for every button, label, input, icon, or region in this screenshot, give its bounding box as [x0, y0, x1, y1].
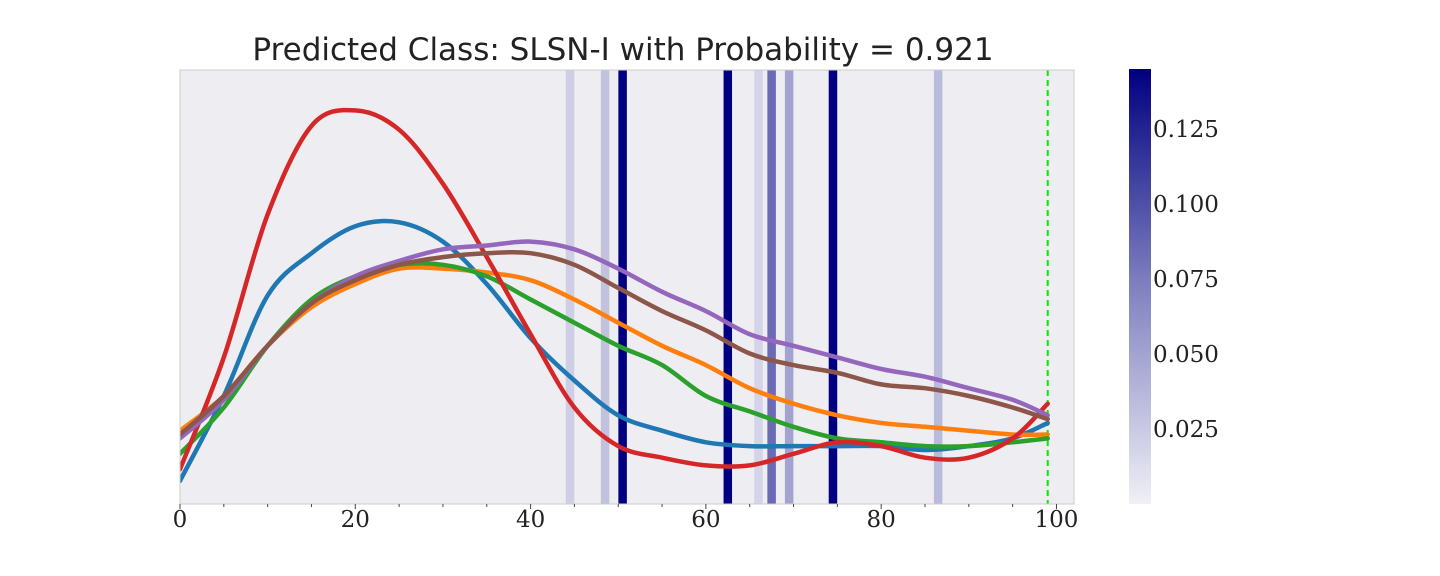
x-tick-label: 60	[691, 507, 720, 533]
colorbar-tick-label: 0.025	[1153, 417, 1219, 443]
colorbar-tick-label: 0.100	[1153, 192, 1219, 218]
attention-band	[618, 70, 627, 504]
colorbar-tick-label: 0.075	[1153, 267, 1219, 293]
attention-band	[600, 70, 610, 504]
attention-band	[754, 70, 763, 504]
attention-band	[933, 70, 943, 504]
colorbar-tick-label: 0.125	[1153, 117, 1219, 143]
attention-band	[828, 70, 838, 504]
series-line-3	[180, 261, 1050, 457]
attention-band	[767, 70, 776, 504]
plot-frame	[179, 69, 1075, 505]
chart-title: Predicted Class: SLSN-I with Probability…	[252, 32, 993, 68]
attention-bands	[565, 70, 943, 504]
attention-band	[784, 70, 794, 504]
colorbar	[1129, 69, 1151, 504]
x-tick-label: 0	[173, 507, 188, 533]
x-tick-label: 100	[1035, 507, 1079, 533]
colorbar-ticks: 0.025 0.050 0.075 0.100 0.125	[1153, 117, 1219, 443]
series-line-1	[180, 218, 1050, 484]
attention-band	[565, 70, 575, 504]
x-axis: 0 20 40 60 80 100	[173, 504, 1079, 533]
colorbar-tick-label: 0.050	[1153, 342, 1219, 368]
x-tick-label: 40	[516, 507, 545, 533]
x-tick-label: 20	[341, 507, 370, 533]
series-lines	[180, 107, 1050, 484]
attention-band	[723, 70, 733, 504]
series-line-6	[180, 249, 1050, 437]
series-line-4	[180, 107, 1050, 472]
series-line-2	[180, 265, 1050, 438]
x-tick-label: 80	[867, 507, 896, 533]
